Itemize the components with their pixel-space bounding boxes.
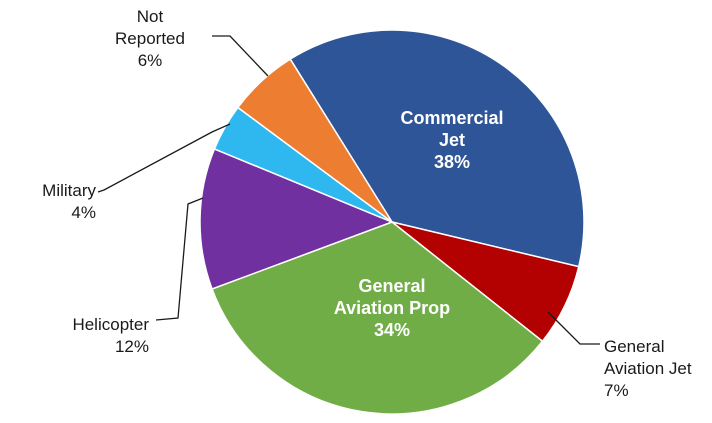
slice-label-military: Military 4% [42, 181, 96, 222]
pie-slices [199, 29, 585, 415]
slice-name-line: Jet [439, 130, 465, 150]
leader-line-military [97, 123, 231, 193]
slice-percent: 34% [374, 320, 410, 340]
pie-slice-not-reported [236, 58, 393, 223]
slice-label-general-aviation-jet: General Aviation Jet 7% [604, 337, 692, 400]
slice-name-line: Aviation Prop [334, 298, 450, 318]
leader-line-general-aviation-jet [547, 311, 600, 345]
slice-label-commercial-jet: Commercial Jet 38% [400, 108, 503, 172]
leader-line-not-reported [212, 35, 269, 77]
slice-label-helicopter: Helicopter 12% [72, 315, 149, 356]
slice-label-not-reported: Not Reported 6% [115, 7, 185, 70]
slice-name-line: Commercial [400, 108, 503, 128]
slice-percent: 4% [71, 203, 96, 222]
slice-name-line: General [604, 337, 664, 356]
leader-line-helicopter [155, 197, 204, 321]
leader-lines [97, 35, 600, 345]
slice-percent: 7% [604, 381, 629, 400]
slice-percent: 12% [115, 337, 149, 356]
slice-name-line: Military [42, 181, 96, 200]
slice-label-general-aviation-prop: General Aviation Prop 34% [334, 276, 450, 340]
pie-slice-helicopter [199, 147, 395, 290]
slice-name-line: Reported [115, 29, 185, 48]
slice-name-line: General [358, 276, 425, 296]
slice-name-line: Not [137, 7, 164, 26]
slice-percent: 38% [434, 152, 470, 172]
slice-labels: Commercial Jet 38%General Aviation Jet 7%Gen… [42, 7, 692, 400]
pie-slice-general-aviation-prop [211, 221, 544, 415]
pie-slice-commercial-jet [289, 29, 585, 268]
slice-percent: 6% [138, 51, 163, 70]
slice-name-line: Aviation Jet [604, 359, 692, 378]
slice-name-line: Helicopter [72, 315, 149, 334]
